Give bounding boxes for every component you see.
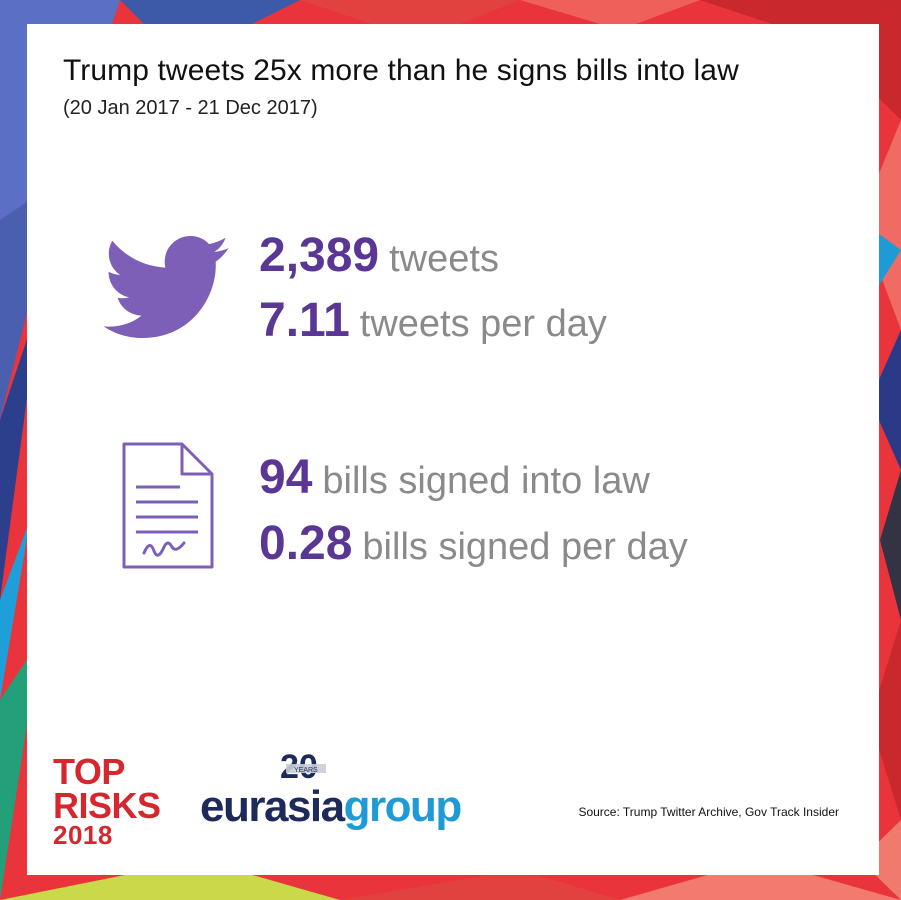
tweets-total-value: 2,389 (259, 229, 380, 282)
top-risks-year: 2018 (53, 820, 113, 851)
tweets-per-day-label: tweets per day (359, 303, 607, 345)
twenty-years-badge-icon: 20 YEARS (280, 748, 326, 786)
bills-per-day: 0.28 bills signed per day (259, 520, 688, 568)
eurasia-group-logo: eurasiagroup (200, 782, 463, 832)
tweets-total: 2,389 tweets (259, 232, 499, 280)
infographic-card: Trump tweets 25x more than he signs bill… (27, 24, 879, 875)
tweets-per-day: 7.11 tweets per day (259, 297, 607, 345)
twitter-bird-icon (103, 236, 229, 338)
document-signature-icon (122, 442, 214, 569)
bills-total-value: 94 (259, 451, 313, 504)
tweets-per-day-value: 7.11 (259, 294, 350, 347)
tweets-total-label: tweets (389, 238, 499, 280)
bills-per-day-label: bills signed per day (362, 526, 688, 568)
eurasia-word: eurasia (200, 782, 345, 831)
bills-total-label: bills signed into law (322, 460, 650, 502)
source-note: Source: Trump Twitter Archive, Gov Track… (578, 805, 839, 819)
group-word: group (343, 782, 463, 831)
date-range-subtitle: (20 Jan 2017 - 21 Dec 2017) (63, 97, 318, 119)
top-risks-line2: RISKS (53, 785, 161, 827)
top-risks-logo: TOP RISKS 2018 (53, 751, 161, 851)
infographic-title: Trump tweets 25x more than he signs bill… (63, 54, 739, 87)
bills-total: 94 bills signed into law (259, 454, 650, 502)
top-risks-line1: TOP (53, 751, 125, 792)
bills-per-day-value: 0.28 (259, 517, 353, 570)
anniversary-text: YEARS (294, 767, 318, 774)
